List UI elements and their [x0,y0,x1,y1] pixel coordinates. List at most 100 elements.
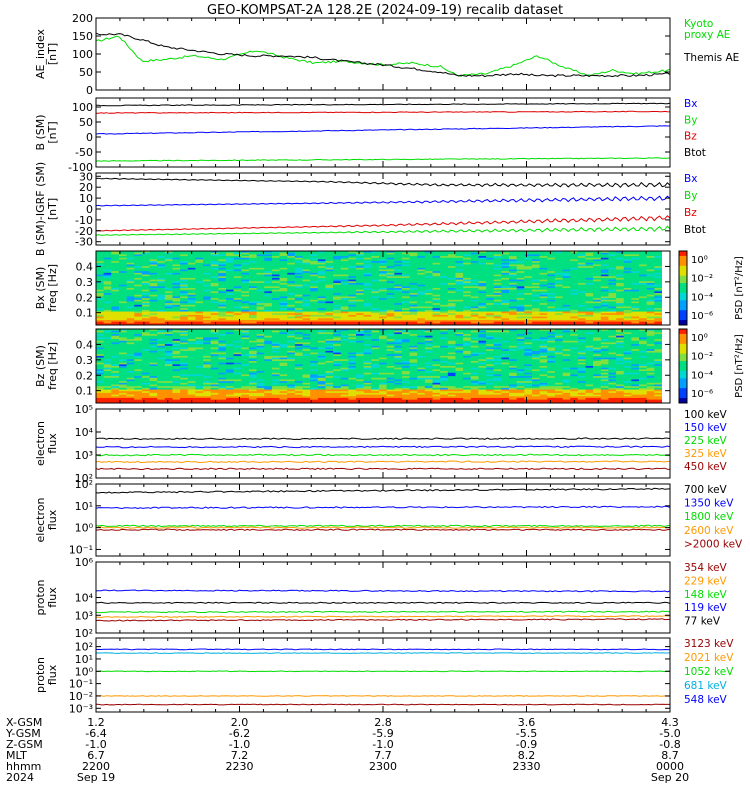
heatmap-cell [310,274,319,277]
heatmap-cell [501,261,510,264]
heatmap-cell [394,257,403,260]
heatmap-cell [317,342,326,345]
heatmap-cell [501,321,510,324]
heatmap-cell [218,382,227,385]
heatmap-cell [287,254,296,257]
heatmap-cell [96,318,105,321]
heatmap-cell [325,254,334,257]
heatmap-cell [126,391,135,394]
heatmap-cell [233,264,242,267]
heatmap-cell [126,381,135,384]
heatmap-cell [157,252,166,255]
heatmap-cell [325,369,334,372]
heatmap-cell [180,259,189,262]
heatmap-cell [623,309,632,312]
heatmap-cell [585,261,594,264]
heatmap-cell [440,301,449,304]
heatmap-cell [164,391,173,394]
heatmap-cell [218,301,227,304]
heatmap-cell [256,389,265,392]
heatmap-cell [111,355,120,358]
heatmap-cell [203,340,212,343]
heatmap-cell [302,344,311,347]
heatmap-cell [302,276,311,279]
heatmap-cell [333,384,342,387]
heatmap-cell [111,350,120,353]
heatmap-cell [363,321,372,324]
heatmap-cell [134,352,143,355]
heatmap-cell [325,329,334,332]
heatmap-cell [210,364,219,367]
heatmap-cell [210,289,219,292]
heatmap-cell [241,272,250,275]
heatmap-cell [531,266,541,269]
heatmap-cell [570,254,579,257]
heatmap-cell [241,289,250,292]
heatmap-cell [264,391,273,394]
heatmap-cell [241,387,250,390]
heatmap-cell [248,277,258,280]
heatmap-cell [164,382,173,385]
heatmap-cell [210,355,219,358]
heatmap-cell [409,301,418,304]
heatmap-cell [570,284,579,287]
heatmap-cell [356,318,365,321]
heatmap-cell [447,321,456,324]
heatmap-cell [600,251,609,254]
heatmap-cell [180,279,189,282]
heatmap-cell [516,303,525,306]
heatmap-cell [180,335,189,338]
heatmap-cell [409,308,418,311]
heatmap-cell [172,330,181,333]
heatmap-cell [187,367,196,370]
heatmap-cell [432,281,441,284]
heatmap-cell [279,254,288,257]
heatmap-cell [187,309,196,312]
heatmap-cell [394,251,403,254]
heatmap-cell [134,271,143,274]
heatmap-cell [379,257,388,260]
heatmap-cell [333,281,342,284]
heatmap-cell [180,254,189,257]
heatmap-cell [424,272,433,275]
heatmap-cell [279,350,288,353]
colorbar-step [679,315,687,319]
heatmap-cell [424,294,433,297]
heatmap-cell [325,372,334,375]
heatmap-cell [325,279,334,282]
heatmap-cell [233,274,242,277]
heatmap-cell [302,362,311,365]
heatmap-cell [287,272,296,275]
heatmap-cell [134,282,143,286]
heatmap-cell [103,252,112,255]
heatmap-cell [157,377,166,380]
heatmap-cell [539,298,548,301]
heatmap-cell [195,256,204,259]
heatmap-cell [233,350,242,353]
heatmap-cell [310,342,319,345]
heatmap-cell [134,272,143,275]
heatmap-cell [317,345,326,348]
heatmap-cell [455,279,464,282]
heatmap-cell [554,261,563,264]
heatmap-cell [111,352,120,355]
heatmap-cell [96,367,105,370]
heatmap-cell [600,301,609,304]
heatmap-cell [302,288,311,291]
heatmap-cell [463,281,472,284]
heatmap-cell [348,319,357,323]
heatmap-cell [187,364,196,367]
heatmap-cell [271,259,280,262]
heatmap-cell [631,321,640,324]
heatmap-cell [394,318,403,321]
heatmap-cell [96,294,105,297]
heatmap-cell [118,256,127,259]
heatmap-cell [501,271,510,274]
heatmap-cell [195,396,204,399]
heatmap-cell [409,256,418,259]
heatmap-cell [363,323,372,326]
heatmap-cell [126,355,135,358]
heatmap-cell [141,266,150,269]
heatmap-cell [333,318,342,321]
heatmap-cell [241,261,250,264]
